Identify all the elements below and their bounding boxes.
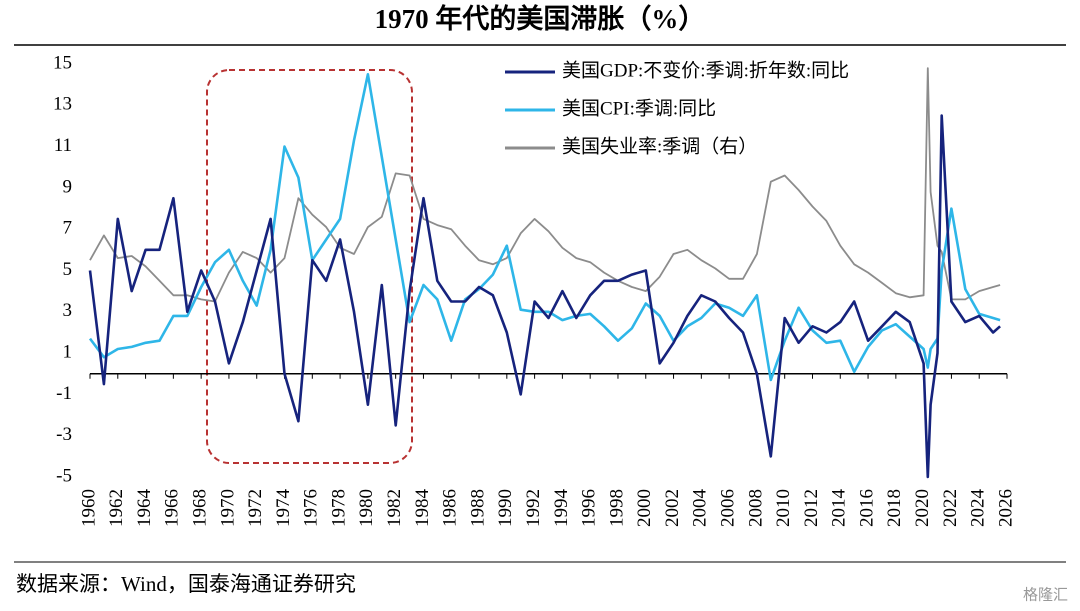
legend-label: 美国失业率:季调（右） bbox=[562, 135, 757, 157]
x-tick-label: 2016 bbox=[856, 489, 877, 527]
x-tick-label: 1966 bbox=[162, 489, 183, 527]
source-note: 数据来源：Wind，国泰海通证券研究 bbox=[16, 572, 356, 596]
y-tick-label: -1 bbox=[56, 383, 72, 404]
x-tick-label: 2012 bbox=[801, 489, 822, 527]
x-tick-label: 2002 bbox=[662, 489, 683, 527]
y-tick-label: 15 bbox=[53, 52, 72, 73]
x-tick-label: 1968 bbox=[190, 489, 211, 527]
x-tick-label: 1970 bbox=[217, 489, 238, 527]
x-tick-label: 2000 bbox=[634, 489, 655, 527]
x-tick-label: 2010 bbox=[773, 489, 794, 527]
legend-label: 美国CPI:季调:同比 bbox=[562, 97, 716, 119]
x-tick-label: 2018 bbox=[884, 489, 905, 527]
y-tick-label: 9 bbox=[63, 176, 73, 197]
y-tick-label: 3 bbox=[63, 300, 73, 321]
series-line bbox=[88, 114, 1001, 479]
x-tick-label: 2026 bbox=[995, 489, 1016, 527]
y-tick-label: -5 bbox=[56, 465, 72, 486]
x-tick-label: 2006 bbox=[717, 489, 738, 527]
x-tick-label: 1974 bbox=[273, 489, 294, 528]
x-tick-label: 2004 bbox=[690, 489, 711, 528]
watermark: 格隆汇 bbox=[1023, 586, 1068, 603]
y-tick-label: 1 bbox=[63, 341, 73, 362]
y-tick-label: -3 bbox=[56, 424, 72, 445]
x-tick-label: 1986 bbox=[440, 489, 461, 527]
series-line bbox=[89, 67, 1001, 303]
x-tick-label: 2022 bbox=[940, 489, 961, 527]
legend-label: 美国GDP:不变价:季调:折年数:同比 bbox=[562, 59, 849, 81]
y-tick-label: 7 bbox=[63, 218, 73, 239]
x-tick-label: 1996 bbox=[579, 489, 600, 527]
x-tick-label: 1990 bbox=[495, 489, 516, 527]
x-tick-label: 1980 bbox=[356, 489, 377, 527]
x-tick-label: 1978 bbox=[328, 489, 349, 527]
highlight-box bbox=[206, 69, 413, 464]
x-tick-label: 1976 bbox=[301, 489, 322, 527]
y-tick-label: 13 bbox=[53, 94, 72, 115]
chart-title: 1970 年代的美国滞胀（%） bbox=[375, 3, 706, 34]
y-tick-label: 5 bbox=[63, 259, 73, 280]
x-tick-label: 1994 bbox=[551, 489, 572, 528]
x-tick-label: 1984 bbox=[412, 489, 433, 528]
x-tick-label: 1982 bbox=[384, 489, 405, 527]
x-tick-label: 1964 bbox=[134, 489, 155, 528]
x-tick-label: 2014 bbox=[829, 489, 850, 528]
y-tick-label: 11 bbox=[54, 135, 72, 156]
x-tick-label: 1960 bbox=[78, 489, 99, 527]
x-tick-label: 1992 bbox=[523, 489, 544, 527]
x-tick-label: 2024 bbox=[968, 489, 989, 528]
x-tick-label: 1988 bbox=[467, 489, 488, 527]
x-tick-label: 1962 bbox=[106, 489, 127, 527]
x-tick-label: 1972 bbox=[245, 489, 266, 527]
x-tick-label: 2008 bbox=[745, 489, 766, 527]
x-tick-label: 1998 bbox=[606, 489, 627, 527]
x-tick-label: 2020 bbox=[912, 489, 933, 527]
